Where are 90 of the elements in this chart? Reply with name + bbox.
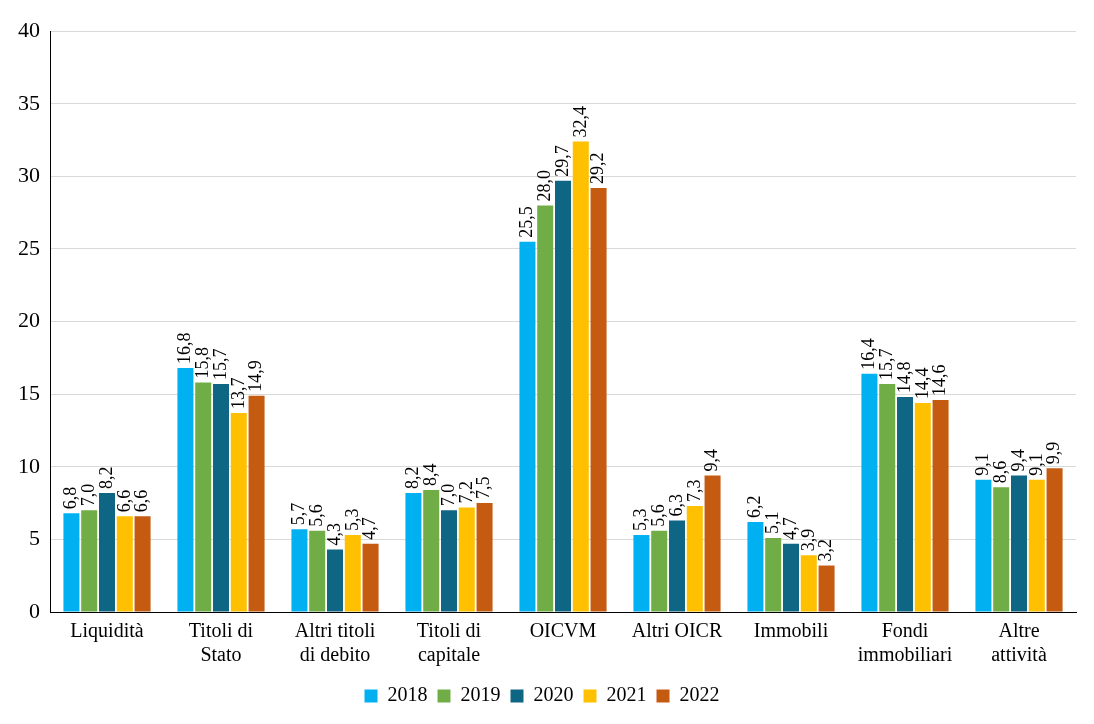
data-label: 9,4 — [1007, 449, 1028, 472]
legend-label: 2022 — [679, 683, 720, 706]
bar — [476, 503, 493, 612]
data-label: 5,3 — [630, 508, 651, 532]
bar — [327, 549, 343, 612]
bar — [879, 384, 896, 612]
data-label: 7,0 — [437, 483, 458, 507]
data-label: 25,5 — [516, 206, 537, 238]
bar — [818, 565, 835, 612]
bar — [590, 188, 607, 612]
bar — [975, 479, 992, 612]
data-label: 6,3 — [665, 494, 686, 517]
bar — [897, 397, 913, 612]
bar — [1046, 468, 1063, 612]
data-label: 29,2 — [587, 152, 608, 185]
x-tick-label: Altre attività — [991, 619, 1047, 666]
data-label: 6,6 — [113, 489, 134, 513]
bar — [63, 513, 80, 612]
bar — [572, 141, 589, 612]
bar — [555, 180, 571, 612]
y-tick-label: 5 — [29, 525, 40, 551]
y-tick-label: 30 — [18, 162, 40, 188]
bar — [783, 543, 799, 612]
x-tick-label: Fondi immobiliari — [857, 619, 953, 666]
data-label: 8,2 — [402, 466, 423, 489]
x-tick-label: Immobili — [753, 619, 829, 642]
data-label: 29,7 — [551, 145, 572, 177]
bar — [134, 516, 151, 612]
bar — [747, 521, 764, 612]
x-tick-label: OICVM — [529, 619, 597, 642]
y-tick-label: 10 — [18, 452, 40, 478]
data-label: 32,4 — [569, 106, 590, 138]
legend-label: 2019 — [460, 683, 501, 706]
bar — [519, 241, 536, 612]
data-label: 13,7 — [227, 377, 248, 410]
x-tick-label: Altri titoli di debito — [294, 619, 376, 666]
data-label: 4,3 — [323, 523, 344, 546]
x-tick-label: Altri OICR — [631, 619, 723, 642]
legend-label: 2020 — [533, 683, 574, 706]
data-label: 28,0 — [533, 169, 554, 202]
bar — [704, 475, 721, 612]
data-label: 8,2 — [95, 466, 116, 489]
bar — [230, 413, 247, 612]
bar — [362, 543, 379, 612]
x-tick-label: Titoli di Stato — [188, 619, 254, 666]
data-label: 5,3 — [341, 508, 362, 532]
bar — [423, 490, 440, 612]
x-tick-label: Liquidità — [70, 619, 144, 643]
bar — [686, 506, 703, 612]
y-tick-label: 0 — [29, 597, 40, 623]
bar — [213, 384, 229, 612]
y-tick-label: 15 — [18, 379, 40, 405]
data-label: 7,3 — [683, 479, 704, 502]
y-tick-label: 35 — [18, 89, 40, 115]
bar — [309, 530, 326, 612]
bar — [441, 510, 457, 612]
bar — [99, 492, 115, 612]
bar — [116, 516, 133, 612]
data-label: 5,7 — [288, 502, 309, 526]
bar — [537, 205, 554, 612]
bar — [344, 535, 361, 612]
bar — [291, 529, 308, 612]
bar — [458, 507, 475, 612]
bar — [248, 395, 265, 612]
bar — [1028, 479, 1045, 612]
bar — [932, 400, 949, 612]
data-label: 6,8 — [60, 486, 81, 510]
y-tick-label: 20 — [18, 307, 40, 333]
x-tick-label: Titoli di capitale — [416, 619, 482, 667]
bar — [405, 492, 422, 612]
data-label: 9,4 — [701, 449, 722, 472]
bar — [1011, 475, 1027, 612]
bar — [81, 510, 98, 612]
bar — [669, 520, 685, 612]
data-label: 14,8 — [893, 361, 914, 394]
data-label: 9,9 — [1043, 441, 1064, 465]
bar — [765, 537, 782, 612]
data-label: 3,9 — [797, 528, 818, 552]
y-tick-label: 40 — [18, 16, 40, 42]
bar — [195, 382, 212, 612]
legend-label: 2018 — [387, 683, 428, 706]
bar — [651, 530, 668, 612]
bar — [914, 402, 931, 612]
bar — [633, 535, 650, 612]
legend-label: 2021 — [606, 683, 647, 706]
bar — [177, 368, 194, 612]
bar — [861, 373, 878, 612]
y-tick-label: 25 — [18, 234, 40, 260]
bar — [993, 487, 1010, 612]
bar — [800, 555, 817, 612]
